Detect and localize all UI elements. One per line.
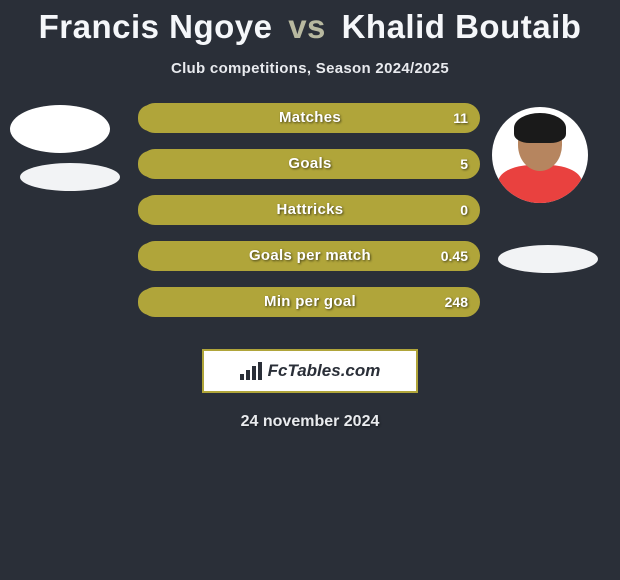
stat-label: Goals per match (140, 241, 480, 271)
player1-name: Francis Ngoye (39, 8, 273, 45)
season-subtitle: Club competitions, Season 2024/2025 (0, 60, 620, 77)
stat-label: Min per goal (140, 287, 480, 317)
stat-row: Hattricks0 (140, 195, 480, 225)
comparison-title: Francis Ngoye vs Khalid Boutaib (0, 0, 620, 46)
player1-avatar (10, 105, 110, 153)
stat-label: Goals (140, 149, 480, 179)
stat-label: Hattricks (140, 195, 480, 225)
snapshot-date: 24 november 2024 (0, 413, 620, 431)
stat-value-right: 248 (445, 287, 468, 317)
player2-hair (514, 113, 566, 143)
stats-bar-group: Matches11 Goals5 Hattricks0 Goals per match… (140, 103, 480, 333)
comparison-stage: Matches11Goals5Hattricks0Goals per match… (0, 115, 620, 345)
player2-avatar (492, 107, 588, 203)
stat-row: Goals5 (140, 149, 480, 179)
branding-text: FcTables.com (268, 361, 381, 381)
stat-row: Matches11 (140, 103, 480, 133)
player2-avatar-shadow (498, 245, 598, 273)
bar-chart-icon (240, 362, 262, 380)
stat-value-right: 0.45 (441, 241, 468, 271)
stat-row: Goals per match0.45 (140, 241, 480, 271)
stat-value-right: 5 (460, 149, 468, 179)
stat-value-right: 0 (460, 195, 468, 225)
stat-label: Matches (140, 103, 480, 133)
vs-separator: vs (288, 8, 326, 45)
stat-value-right: 11 (453, 103, 468, 133)
branding-badge: FcTables.com (202, 349, 418, 393)
player1-avatar-shadow (20, 163, 120, 191)
stat-row: Min per goal248 (140, 287, 480, 317)
player2-name: Khalid Boutaib (342, 8, 582, 45)
